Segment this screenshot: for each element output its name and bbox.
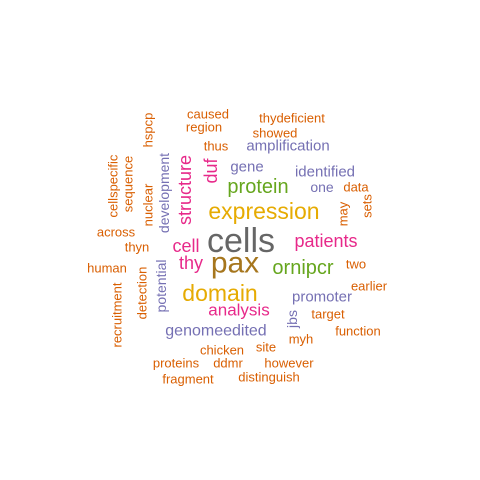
word-human: human [87, 261, 127, 276]
word-genomeedited: genomeedited [165, 323, 266, 340]
word-however: however [264, 356, 314, 371]
word-may: may [336, 201, 351, 226]
word-pax: pax [211, 247, 259, 280]
word-domain: domain [182, 280, 257, 306]
word-promoter: promoter [292, 289, 352, 306]
word-cells: cells [207, 222, 275, 260]
word-target: target [311, 307, 345, 322]
word-distinguish: distinguish [238, 370, 299, 385]
word-chicken: chicken [200, 343, 244, 358]
word-nuclear: nuclear [141, 183, 156, 226]
word-thy: thy [179, 253, 203, 273]
word-earlier: earlier [351, 279, 388, 294]
word-proteins: proteins [153, 356, 200, 371]
word-cell: cell [172, 236, 199, 256]
word-jbs: jbs [284, 310, 300, 329]
word-gene: gene [230, 159, 263, 176]
word-showed: showed [253, 126, 298, 141]
word-protein: protein [227, 176, 288, 198]
word-patients: patients [294, 231, 357, 251]
word-site: site [256, 340, 276, 355]
word-ddmr: ddmr [213, 356, 243, 371]
word-analysis: analysis [208, 301, 269, 320]
word-myh: myh [289, 332, 314, 347]
word-potential: potential [153, 260, 169, 313]
word-two: two [346, 257, 366, 272]
word-identified: identified [295, 164, 355, 181]
word-duf: duf [201, 157, 221, 183]
word-sequence: sequence [121, 156, 136, 212]
word-fragment: fragment [162, 372, 214, 387]
word-amplification: amplification [246, 138, 329, 155]
word-thydeficient: thydeficient [259, 111, 325, 126]
word-hspcp: hspcp [141, 113, 156, 148]
word-detection: detection [135, 267, 150, 320]
word-structure: structure [175, 155, 195, 225]
word-caused: caused [187, 107, 229, 122]
word-across: across [97, 225, 136, 240]
word-function: function [335, 324, 381, 339]
word-expression: expression [208, 198, 319, 224]
word-cellspecific: cellspecific [106, 154, 121, 217]
word-development: development [156, 153, 172, 233]
word-region: region [186, 120, 222, 135]
word-thus: thus [204, 139, 229, 154]
word-ornipcr: ornipcr [272, 257, 333, 279]
word-recruitment: recruitment [110, 282, 125, 347]
word-thyn: thyn [125, 240, 150, 255]
word-one: one [310, 179, 334, 195]
word-sets: sets [360, 194, 375, 218]
word-data: data [343, 180, 369, 195]
